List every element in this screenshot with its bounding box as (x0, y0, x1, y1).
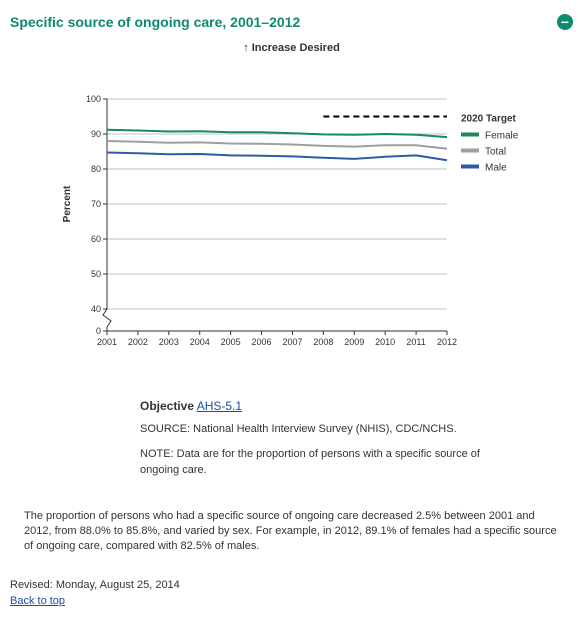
svg-text:2006: 2006 (251, 337, 271, 347)
svg-text:2011: 2011 (406, 337, 425, 347)
svg-text:2020 Target: 2020 Target (461, 114, 517, 125)
objective-block: Objective AHS-5.1 SOURCE: National Healt… (140, 397, 520, 479)
svg-text:2007: 2007 (282, 337, 302, 347)
summary-paragraph: The proportion of persons who had a spec… (24, 509, 559, 555)
objective-label: Objective (140, 399, 194, 413)
svg-text:100: 100 (85, 94, 100, 104)
svg-text:40: 40 (90, 304, 100, 314)
svg-text:80: 80 (90, 164, 100, 174)
objective-note: NOTE: Data are for the proportion of per… (140, 446, 520, 479)
objective-source: SOURCE: National Health Interview Survey… (140, 421, 520, 438)
direction-indicator: ↑ Increase Desired (10, 38, 573, 64)
svg-text:0: 0 (95, 326, 100, 336)
svg-text:Female: Female (485, 131, 519, 142)
revised-date: Revised: Monday, August 25, 2014 (10, 577, 573, 594)
svg-text:60: 60 (90, 234, 100, 244)
svg-text:Male: Male (485, 163, 507, 174)
section-title: Specific source of ongoing care, 2001–20… (10, 14, 300, 30)
svg-text:2003: 2003 (158, 337, 178, 347)
direction-label: Increase Desired (252, 42, 340, 54)
svg-text:Percent: Percent (62, 185, 73, 222)
svg-text:70: 70 (90, 199, 100, 209)
line-chart: 40 50 60 70 80 90 100 02001 2002 2003 2004 2005 2006… (52, 94, 532, 367)
svg-text:2010: 2010 (375, 337, 395, 347)
svg-text:2008: 2008 (313, 337, 333, 347)
arrow-up-icon: ↑ (243, 42, 249, 54)
svg-text:90: 90 (90, 129, 100, 139)
svg-text:2001: 2001 (96, 337, 116, 347)
svg-text:2009: 2009 (344, 337, 364, 347)
objective-link[interactable]: AHS-5.1 (197, 399, 242, 413)
back-to-top-link[interactable]: Back to top (10, 595, 65, 607)
svg-text:2012: 2012 (436, 337, 456, 347)
svg-text:2004: 2004 (189, 337, 209, 347)
svg-text:2005: 2005 (220, 337, 240, 347)
svg-text:Total: Total (485, 147, 506, 158)
svg-text:50: 50 (90, 269, 100, 279)
collapse-icon[interactable]: − (557, 14, 573, 30)
svg-text:2002: 2002 (127, 337, 147, 347)
